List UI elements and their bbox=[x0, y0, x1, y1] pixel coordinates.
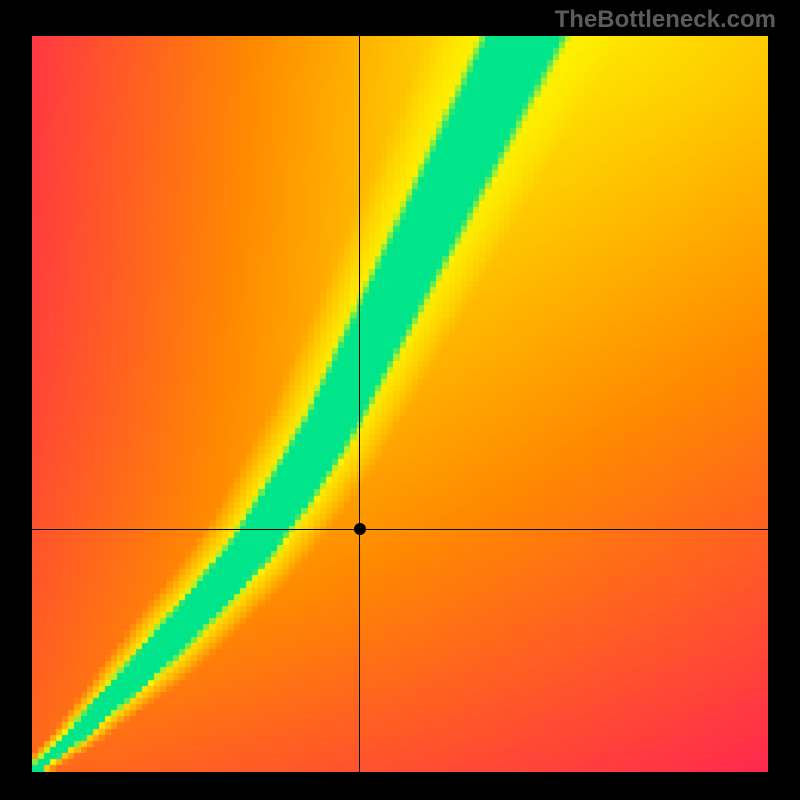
plot-area bbox=[32, 36, 768, 772]
watermark-text: TheBottleneck.com bbox=[555, 6, 776, 34]
heatmap-canvas bbox=[32, 36, 768, 772]
crosshair-vertical bbox=[359, 36, 360, 772]
crosshair-marker[interactable] bbox=[354, 523, 366, 535]
crosshair-horizontal bbox=[32, 529, 768, 530]
chart-container: { "watermark": { "text": "TheBottleneck.… bbox=[0, 0, 800, 800]
